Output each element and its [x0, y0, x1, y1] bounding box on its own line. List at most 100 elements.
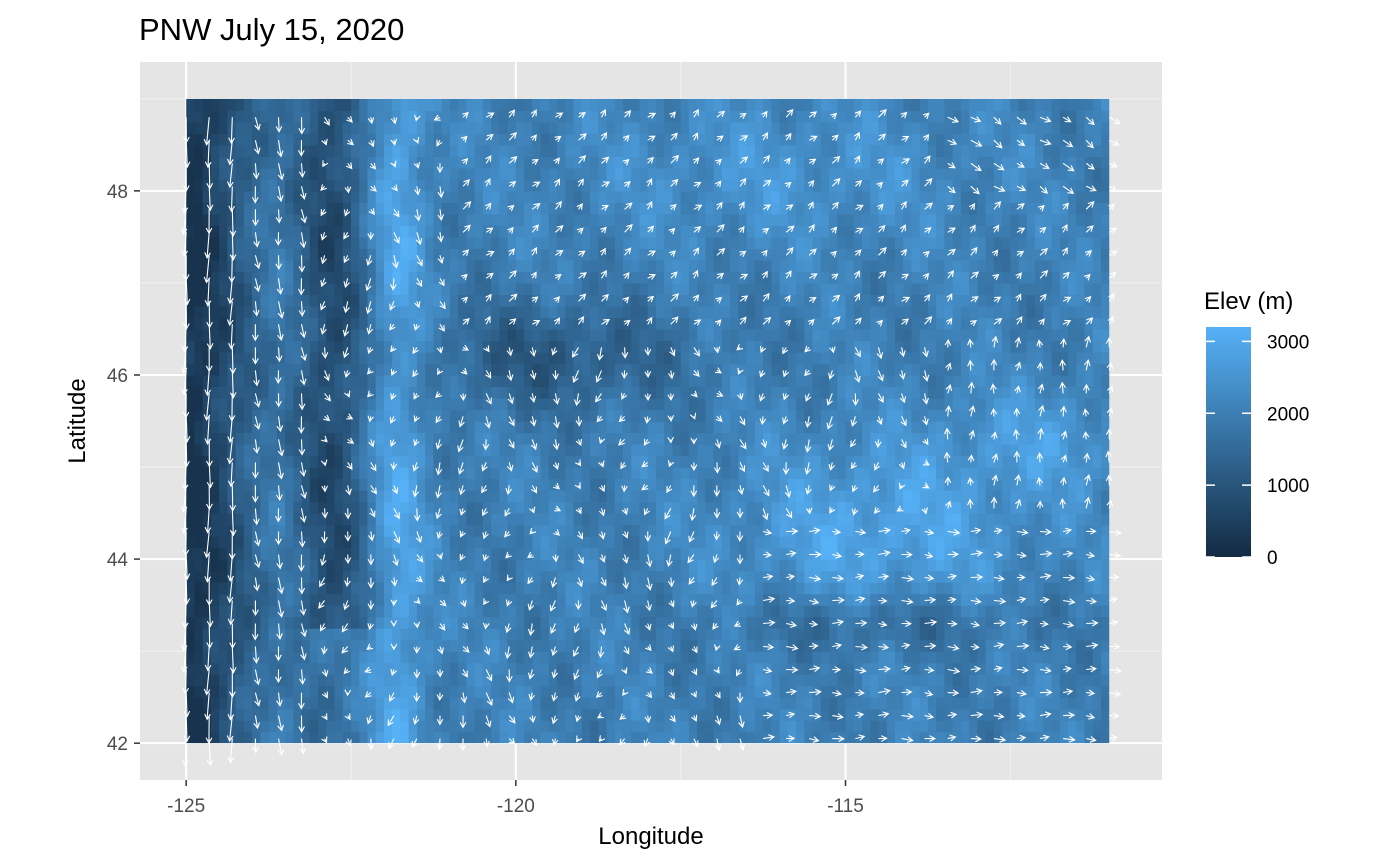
elevation-cell: [581, 455, 591, 468]
elevation-cell: [779, 605, 789, 618]
elevation-cell: [202, 432, 212, 445]
elevation-cell: [441, 593, 451, 606]
elevation-cell: [293, 490, 303, 503]
elevation-cell: [1026, 294, 1036, 307]
elevation-cell: [944, 328, 954, 342]
elevation-cell: [400, 697, 410, 710]
elevation-cell: [548, 259, 558, 273]
elevation-cell: [796, 409, 805, 422]
elevation-cell: [1018, 628, 1028, 641]
elevation-cell: [425, 513, 435, 526]
elevation-cell: [886, 662, 896, 675]
elevation-cell: [1035, 305, 1044, 319]
elevation-cell: [1076, 363, 1086, 376]
elevation-cell: [466, 421, 476, 434]
elevation-cell: [202, 294, 212, 307]
elevation-cell: [400, 478, 410, 491]
elevation-cell: [590, 328, 599, 342]
elevation-cell: [260, 236, 270, 250]
elevation-cell: [466, 282, 476, 296]
elevation-cell: [664, 490, 674, 503]
elevation-cell: [1002, 685, 1011, 698]
elevation-cell: [235, 662, 245, 675]
elevation-cell: [1002, 524, 1011, 537]
elevation-cell: [194, 317, 204, 330]
elevation-cell: [1076, 248, 1086, 261]
elevation-cell: [458, 259, 467, 273]
elevation-cell: [458, 236, 467, 250]
elevation-cell: [1051, 559, 1061, 572]
elevation-cell: [614, 478, 624, 491]
elevation-cell: [886, 490, 896, 503]
elevation-cell: [499, 616, 509, 629]
elevation-cell: [293, 513, 303, 526]
elevation-cell: [186, 662, 195, 675]
elevation-cell: [870, 294, 880, 307]
elevation-cell: [697, 409, 706, 422]
elevation-cell: [573, 351, 583, 365]
elevation-cell: [738, 731, 748, 744]
elevation-cell: [499, 271, 509, 284]
elevation-cell: [276, 616, 286, 629]
elevation-cell: [845, 536, 855, 549]
elevation-cell: [680, 547, 690, 560]
elevation-cell: [837, 697, 847, 710]
elevation-cell: [375, 524, 385, 537]
elevation-cell: [911, 490, 921, 503]
elevation-cell: [342, 236, 352, 250]
elevation-cell: [449, 259, 459, 273]
elevation-cell: [318, 720, 327, 733]
elevation-cell: [911, 662, 921, 675]
elevation-cell: [919, 559, 929, 572]
elevation-cell: [1059, 582, 1069, 595]
elevation-cell: [614, 363, 624, 376]
elevation-cell: [655, 570, 665, 583]
elevation-cell: [763, 490, 772, 503]
elevation-cell: [524, 605, 533, 618]
elevation-cell: [606, 593, 616, 606]
elevation-cell: [1092, 697, 1102, 710]
elevation-cell: [491, 444, 500, 457]
elevation-cell: [1051, 282, 1061, 296]
elevation-cell: [581, 639, 591, 652]
elevation-cell: [1101, 248, 1110, 261]
elevation-cell: [812, 340, 822, 353]
elevation-cell: [383, 731, 393, 744]
elevation-cell: [829, 282, 838, 296]
elevation-cell: [721, 259, 731, 273]
elevation-cell: [606, 248, 616, 261]
elevation-cell: [466, 708, 476, 721]
elevation-cell: [721, 570, 731, 583]
elevation-cell: [763, 697, 772, 710]
elevation-cell: [474, 236, 484, 250]
elevation-cell: [408, 374, 418, 388]
elevation-cell: [614, 305, 624, 319]
elevation-cell: [458, 490, 467, 503]
elevation-cell: [557, 582, 566, 595]
elevation-cell: [285, 374, 294, 388]
elevation-cell: [796, 259, 805, 273]
elevation-cell: [202, 582, 212, 595]
elevation-cell: [392, 363, 402, 376]
elevation-cell: [342, 340, 352, 353]
elevation-cell: [829, 570, 838, 583]
elevation-cell: [194, 363, 204, 376]
elevation-cell: [1035, 374, 1044, 388]
elevation-cell: [491, 467, 500, 480]
elevation-cell: [647, 501, 657, 514]
elevation-cell: [375, 271, 385, 284]
elevation-cell: [1101, 455, 1110, 468]
elevation-cell: [804, 248, 814, 261]
elevation-cell: [870, 559, 880, 572]
elevation-cell: [433, 547, 443, 560]
elevation-cell: [911, 651, 921, 664]
elevation-cell: [499, 536, 509, 549]
elevation-cell: [425, 421, 435, 434]
elevation-cell: [845, 271, 855, 284]
elevation-cell: [688, 317, 698, 330]
elevation-cell: [894, 490, 904, 503]
elevation-cell: [969, 536, 978, 549]
elevation-cell: [540, 674, 550, 687]
elevation-cell: [491, 351, 500, 365]
elevation-cell: [1076, 720, 1086, 733]
